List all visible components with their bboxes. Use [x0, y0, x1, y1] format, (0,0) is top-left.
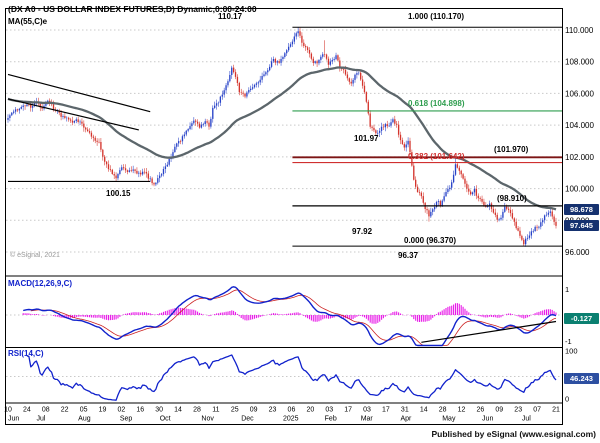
svg-text:16: 16: [136, 407, 144, 414]
publisher-credit: Published by eSignal (www.esignal.com): [431, 429, 596, 439]
svg-text:Jun: Jun: [482, 416, 493, 423]
macd-value-badge: -0.127: [564, 313, 599, 324]
svg-text:0: 0: [565, 395, 569, 404]
svg-text:21: 21: [552, 407, 560, 414]
svg-text:08: 08: [42, 407, 50, 414]
svg-text:05: 05: [80, 407, 88, 414]
svg-text:May: May: [442, 416, 456, 423]
svg-text:26: 26: [477, 407, 485, 414]
fib-618-label: 0.618 (104.898): [408, 99, 465, 108]
svg-text:14: 14: [174, 407, 182, 414]
svg-text:102.000: 102.000: [565, 153, 594, 162]
svg-text:31: 31: [401, 407, 409, 414]
svg-text:110.000: 110.000: [565, 26, 594, 35]
jul-low-label: 96.37: [398, 251, 419, 260]
fib-100-label: 1.000 (110.170): [408, 12, 465, 21]
macd-study-label: MACD(12,26,9,C): [8, 279, 73, 288]
svg-text:Jul: Jul: [36, 416, 45, 423]
fib-000-label: 0.000 (96.370): [404, 236, 457, 245]
svg-text:20: 20: [306, 407, 314, 414]
svg-text:Oct: Oct: [160, 416, 171, 423]
svg-text:25: 25: [231, 407, 239, 414]
esignal-watermark: © eSignal, 2021: [10, 252, 60, 259]
svg-text:28: 28: [439, 407, 447, 414]
svg-text:19: 19: [99, 407, 107, 414]
rsi-study-label: RSI(14,C): [8, 349, 44, 358]
rsi-value-badge: 46.243: [564, 373, 599, 384]
support-level-label: (98.910): [497, 194, 527, 203]
svg-text:Mar: Mar: [361, 416, 374, 423]
svg-text:104.000: 104.000: [565, 121, 594, 130]
svg-text:100: 100: [565, 347, 578, 356]
svg-text:Apr: Apr: [401, 416, 413, 423]
svg-text:30: 30: [155, 407, 163, 414]
svg-text:22: 22: [61, 407, 69, 414]
svg-text:108.000: 108.000: [565, 58, 594, 67]
svg-text:23: 23: [269, 407, 277, 414]
svg-text:11: 11: [212, 407, 219, 414]
svg-text:17: 17: [382, 407, 390, 414]
peak-price-label: 110.17: [218, 12, 243, 21]
svg-text:24: 24: [23, 407, 31, 414]
svg-text:03: 03: [325, 407, 333, 414]
svg-text:Jun: Jun: [8, 416, 19, 423]
svg-text:Sep: Sep: [120, 416, 133, 423]
svg-text:-1: -1: [565, 337, 572, 346]
svg-text:28: 28: [193, 407, 201, 414]
svg-text:09: 09: [495, 407, 503, 414]
fib-382-label: 0.382 (101.642): [408, 152, 465, 161]
svg-text:06: 06: [288, 407, 296, 414]
apr-low-label: 97.92: [352, 227, 373, 236]
svg-text:12: 12: [458, 407, 466, 414]
may-high-label: 101.97: [354, 134, 379, 143]
svg-text:07: 07: [533, 407, 541, 414]
svg-text:03: 03: [363, 407, 371, 414]
svg-text:1: 1: [565, 285, 569, 294]
ma-study-label: MA(55,C)e: [8, 17, 48, 26]
sep-low-label: 100.15: [106, 189, 131, 198]
svg-text:Jul: Jul: [522, 416, 531, 423]
svg-text:23: 23: [514, 407, 522, 414]
svg-text:14: 14: [420, 407, 428, 414]
svg-text:Aug: Aug: [78, 416, 91, 423]
svg-text:96.000: 96.000: [565, 248, 590, 257]
chart-title: (DX A0 - US DOLLAR INDEX FUTURES,D) Dyna…: [8, 4, 257, 14]
svg-text:17: 17: [344, 407, 352, 414]
svg-text:100.000: 100.000: [565, 185, 594, 194]
svg-text:Nov: Nov: [201, 416, 214, 423]
svg-text:10: 10: [4, 407, 12, 414]
ma-value-badge: 98.678: [564, 204, 599, 215]
resistance-level-label: (101.970): [494, 145, 529, 154]
svg-text:09: 09: [250, 407, 258, 414]
svg-text:Dec: Dec: [241, 416, 254, 423]
last-price-badge: 97.645: [564, 220, 599, 231]
svg-text:2025: 2025: [283, 416, 299, 423]
svg-text:02: 02: [117, 407, 125, 414]
svg-text:Feb: Feb: [325, 416, 337, 423]
svg-text:106.000: 106.000: [565, 89, 594, 98]
